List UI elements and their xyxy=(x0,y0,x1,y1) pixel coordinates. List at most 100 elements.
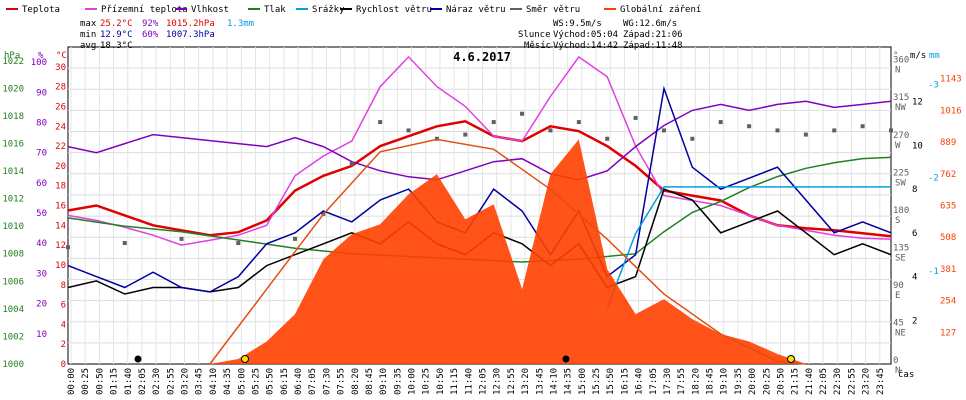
x-tick-label: 11:40 xyxy=(464,368,474,395)
speed-tick-label: 2 xyxy=(912,316,917,326)
temperature-tick-label: 0 xyxy=(61,360,66,370)
x-tick-label: 17:55 xyxy=(677,368,687,395)
pressure-tick-label: 1020 xyxy=(2,84,24,94)
series-srazky-line xyxy=(606,186,891,309)
stat-min-hum: 60% xyxy=(142,30,159,40)
humidity-tick-label: 60 xyxy=(36,179,47,189)
direction-tick-label: 270 xyxy=(893,131,909,141)
radiation-tick-label: 1143 xyxy=(940,75,962,85)
humidity-tick-label: 10 xyxy=(36,330,47,340)
direction-tick-label: 315 xyxy=(893,93,909,103)
direction-tick-label: 180 xyxy=(893,206,909,216)
series-smer-vetru-point xyxy=(463,132,468,137)
series-line-teoretick-z-en- xyxy=(209,138,806,365)
x-tick-label: 10:50 xyxy=(436,368,446,395)
direction-tick-label: 225 xyxy=(893,168,909,178)
radiation-tick-label: 254 xyxy=(940,297,956,307)
series-smer-vetru-point xyxy=(520,111,525,116)
pressure-tick-label: 1008 xyxy=(2,250,24,260)
x-tick-label: 22:30 xyxy=(833,368,843,395)
stat-max-label: max xyxy=(80,19,97,29)
x-tick-label: 15:50 xyxy=(606,368,616,395)
x-tick-label: 20:25 xyxy=(762,368,772,395)
sunrise-marker xyxy=(241,355,249,363)
x-tick-label: 13:20 xyxy=(521,368,531,395)
series-smer-vetru-point xyxy=(747,124,752,129)
x-axis-label: čas xyxy=(898,369,914,380)
moonset-marker xyxy=(134,355,142,363)
humidity-tick-label: 40 xyxy=(36,239,47,249)
x-tick-label: 19:10 xyxy=(720,368,730,395)
radiation-tick-label: 508 xyxy=(940,233,956,243)
series-globalni-zareni-area xyxy=(68,139,891,364)
direction-compass-label: N xyxy=(895,366,900,376)
direction-compass-label: NE xyxy=(895,328,906,338)
temperature-tick-label: 20 xyxy=(55,162,66,172)
x-tick-label: 00:50 xyxy=(95,368,105,395)
x-tick-label: 21:15 xyxy=(791,368,801,395)
direction-compass-label: SE xyxy=(895,253,906,263)
temperature-tick-label: 16 xyxy=(55,202,66,212)
temperature-tick-label: 14 xyxy=(55,221,66,231)
x-tick-label: 10:25 xyxy=(422,368,432,395)
series-smer-vetru-point xyxy=(66,245,70,250)
temperature-tick-label: 26 xyxy=(55,102,66,112)
legend-label: Rychlost větru xyxy=(356,5,432,15)
radiation-tick-label: 889 xyxy=(940,138,956,148)
moon-set: Západ:11:48 xyxy=(623,41,683,51)
rain-tick-label: -3 xyxy=(928,80,939,90)
temperature-tick-label: 18 xyxy=(55,182,66,192)
x-tick-label: 06:40 xyxy=(294,368,304,395)
humidity-tick-label: 90 xyxy=(36,88,47,98)
sun-set: Západ:21:06 xyxy=(623,30,683,40)
direction-tick-label: 360 xyxy=(893,56,909,66)
x-tick-label: 05:00 xyxy=(237,368,247,395)
series-smer-vetru-point xyxy=(576,120,581,125)
temperature-tick-label: 12 xyxy=(55,241,66,251)
direction-compass-label: S xyxy=(895,216,900,226)
series-smer-vetru-point xyxy=(633,115,638,120)
moon-rise: Východ:14:42 xyxy=(553,41,618,51)
x-tick-label: 06:15 xyxy=(280,368,290,395)
legend-label: Tlak xyxy=(264,5,286,15)
direction-compass-label: E xyxy=(895,291,900,301)
radiation-tick-label: 127 xyxy=(940,328,956,338)
pressure-tick-label: 1004 xyxy=(2,305,24,315)
rain-unit: mm xyxy=(929,51,940,61)
x-tick-label: 05:25 xyxy=(251,368,261,395)
humidity-tick-label: 20 xyxy=(36,300,47,310)
series-line-p-zemn-teplota xyxy=(67,55,892,246)
speed-unit: m/s xyxy=(910,51,926,61)
x-tick-label: 12:05 xyxy=(479,368,489,395)
pressure-tick-label: 1010 xyxy=(2,222,24,232)
pressure-tick-label: 1018 xyxy=(2,112,24,122)
legend: Teplota Přízemní teplota Vlhkost Tlak Srážky… xyxy=(6,5,701,15)
humidity-tick-label: 80 xyxy=(36,118,47,128)
direction-unit: ° xyxy=(893,51,898,61)
pressure-tick-label: 1012 xyxy=(2,195,24,205)
x-tick-label: 15:25 xyxy=(592,368,602,395)
series-smer-vetru-point xyxy=(122,241,127,246)
series-smer-vetru-point xyxy=(832,128,837,133)
series-smer-vetru-point xyxy=(378,120,383,125)
speed-tick-label: 12 xyxy=(912,98,923,108)
temperature-tick-label: 30 xyxy=(55,63,66,73)
series-smer-vetru-point xyxy=(548,128,553,133)
series-smer-vetru-point xyxy=(349,161,354,166)
legend-label: Teplota xyxy=(22,5,60,15)
radiation-tick-label: 762 xyxy=(940,170,956,180)
series-smer-vetru-point xyxy=(406,128,411,133)
x-tick-label: 23:20 xyxy=(862,368,872,395)
x-tick-label: 20:50 xyxy=(776,368,786,395)
humidity-tick-label: 100 xyxy=(31,58,47,68)
direction-tick-label: 135 xyxy=(893,243,909,253)
speed-tick-label: 10 xyxy=(912,141,923,151)
x-tick-label: 14:10 xyxy=(549,368,559,395)
legend-label: Přízemní teplota xyxy=(101,5,188,15)
x-tick-label: 02:55 xyxy=(166,368,176,395)
x-tick-label: 07:05 xyxy=(308,368,318,395)
x-tick-label: 18:45 xyxy=(706,368,716,395)
pressure-tick-label: 1022 xyxy=(2,57,24,67)
x-tick-label: 15:00 xyxy=(578,368,588,395)
